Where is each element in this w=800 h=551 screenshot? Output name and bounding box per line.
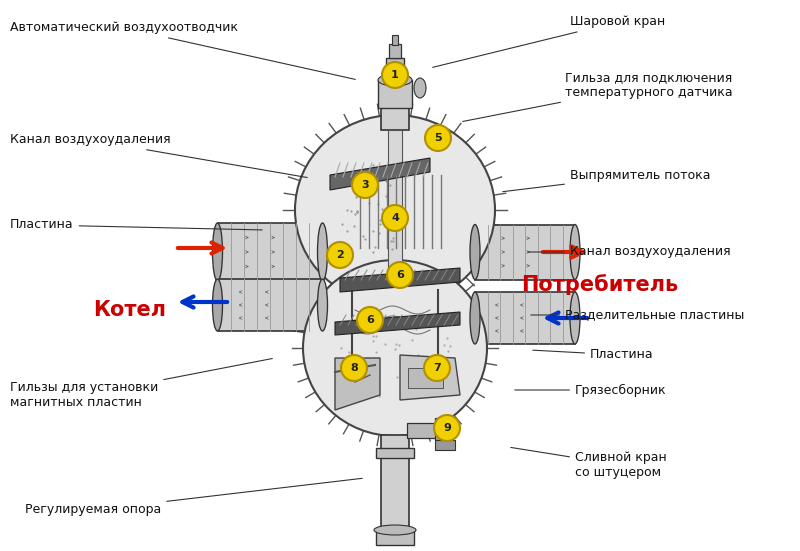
Text: Автоматический воздухоотводчик: Автоматический воздухоотводчик <box>10 21 355 79</box>
Text: 9: 9 <box>443 423 451 433</box>
Text: 3: 3 <box>361 180 369 190</box>
Circle shape <box>352 172 378 198</box>
Circle shape <box>434 415 460 441</box>
Polygon shape <box>335 312 460 335</box>
Circle shape <box>387 262 413 288</box>
Text: 4: 4 <box>391 213 399 223</box>
Polygon shape <box>330 158 430 190</box>
Text: Потребитель: Потребитель <box>522 274 678 295</box>
Polygon shape <box>400 355 460 400</box>
Ellipse shape <box>374 525 416 535</box>
Ellipse shape <box>213 223 222 281</box>
Ellipse shape <box>470 224 480 279</box>
Bar <box>435 440 455 450</box>
Text: Гильза для подключения
температурного датчика: Гильза для подключения температурного да… <box>462 71 733 121</box>
Text: Шаровой кран: Шаровой кран <box>433 15 666 67</box>
Ellipse shape <box>303 260 487 436</box>
Polygon shape <box>340 268 460 292</box>
Text: 8: 8 <box>350 363 358 373</box>
Bar <box>407 423 437 438</box>
Bar <box>389 44 401 58</box>
Bar <box>378 80 412 108</box>
Bar <box>388 130 402 270</box>
Text: Канал воздухоудаления: Канал воздухоудаления <box>10 133 307 177</box>
Text: Сливной кран
со штуцером: Сливной кран со штуцером <box>510 447 666 479</box>
Circle shape <box>382 62 408 88</box>
Text: 6: 6 <box>396 270 404 280</box>
Text: 5: 5 <box>434 133 442 143</box>
Bar <box>392 35 398 45</box>
Circle shape <box>357 307 383 333</box>
Text: Котел: Котел <box>94 300 166 320</box>
Bar <box>475 292 575 344</box>
Polygon shape <box>335 358 380 410</box>
Ellipse shape <box>414 78 426 98</box>
Text: Пластина: Пластина <box>10 219 262 231</box>
Text: 1: 1 <box>391 70 399 80</box>
Ellipse shape <box>570 224 580 279</box>
Ellipse shape <box>295 115 495 305</box>
Circle shape <box>425 125 451 151</box>
Bar <box>435 418 450 440</box>
Ellipse shape <box>570 292 580 344</box>
Bar <box>218 279 322 331</box>
Text: Гильзы для установки
магнитных пластин: Гильзы для установки магнитных пластин <box>10 359 272 409</box>
Bar <box>352 290 438 355</box>
Bar <box>386 58 404 80</box>
Bar <box>381 435 409 545</box>
Circle shape <box>424 355 450 381</box>
Circle shape <box>382 205 408 231</box>
Bar <box>376 448 414 458</box>
Text: Грязесборник: Грязесборник <box>514 383 666 397</box>
Ellipse shape <box>378 74 412 86</box>
Text: Разделительные пластины: Разделительные пластины <box>530 309 744 321</box>
Bar <box>408 368 443 388</box>
Text: Канал воздухоудаления: Канал воздухоудаления <box>528 246 730 258</box>
Text: Регулируемая опора: Регулируемая опора <box>25 478 362 516</box>
Text: Выпрямитель потока: Выпрямитель потока <box>502 169 710 192</box>
Text: 7: 7 <box>433 363 441 373</box>
Ellipse shape <box>318 279 327 331</box>
Ellipse shape <box>213 279 222 331</box>
Text: Пластина: Пластина <box>533 348 654 361</box>
Bar <box>376 530 414 545</box>
Circle shape <box>341 355 367 381</box>
Text: 6: 6 <box>366 315 374 325</box>
Ellipse shape <box>470 292 480 344</box>
Bar <box>218 223 322 281</box>
Text: 2: 2 <box>336 250 344 260</box>
Bar <box>475 224 575 279</box>
Ellipse shape <box>318 223 327 281</box>
Circle shape <box>327 242 353 268</box>
Bar <box>381 105 409 130</box>
